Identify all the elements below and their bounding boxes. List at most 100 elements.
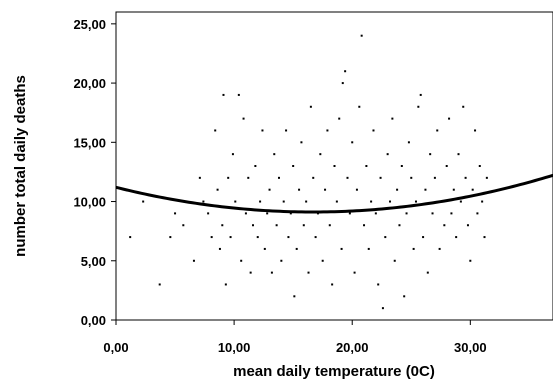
data-point <box>328 224 331 227</box>
data-point <box>417 105 420 108</box>
y-tick-label: 0,00 <box>81 313 106 328</box>
data-point <box>414 200 417 203</box>
data-point <box>261 129 264 132</box>
data-point <box>466 224 469 227</box>
data-point <box>321 259 324 262</box>
data-point <box>455 236 458 239</box>
data-point <box>445 165 448 167</box>
data-point <box>309 105 312 108</box>
data-point <box>300 141 303 144</box>
data-point <box>459 200 462 203</box>
data-point <box>285 129 288 132</box>
data-point <box>237 93 240 96</box>
data-point <box>372 129 375 132</box>
data-point <box>169 236 172 239</box>
data-point <box>312 176 315 179</box>
data-point <box>331 283 334 286</box>
data-point <box>216 188 219 191</box>
y-axis: 0,00 5,00 10,00 15,00 20,00 25,00 <box>73 17 116 328</box>
data-point <box>280 259 283 262</box>
data-point <box>471 188 474 191</box>
data-point <box>338 117 341 120</box>
data-point <box>202 200 205 203</box>
data-point <box>287 236 290 239</box>
y-tick-label: 15,00 <box>73 135 106 150</box>
y-tick-label: 5,00 <box>81 254 106 269</box>
x-tick-label: 10,00 <box>218 340 251 355</box>
data-point <box>403 295 406 298</box>
data-point <box>452 188 455 191</box>
data-point <box>326 129 329 132</box>
data-point <box>333 165 336 167</box>
data-point <box>252 224 255 227</box>
data-point <box>457 153 460 156</box>
data-point <box>295 247 298 250</box>
data-point <box>412 247 415 250</box>
data-point <box>476 212 479 215</box>
data-point <box>335 200 338 203</box>
y-axis-title: number total daily deaths <box>12 75 29 257</box>
data-point <box>244 212 247 215</box>
quadratic-fit-line <box>115 173 553 214</box>
data-point <box>389 200 392 203</box>
data-point <box>234 200 237 203</box>
data-point <box>256 236 259 239</box>
data-point <box>214 129 217 132</box>
data-point <box>268 188 271 191</box>
data-point <box>469 259 472 262</box>
data-point <box>263 247 266 250</box>
data-point <box>231 153 234 156</box>
data-point <box>307 271 310 274</box>
data-point <box>464 176 467 179</box>
data-point <box>221 224 224 227</box>
data-point <box>436 129 439 132</box>
data-point <box>192 259 195 262</box>
data-point <box>249 271 252 274</box>
data-point <box>398 224 401 227</box>
x-axis-title: mean daily temperature (0C) <box>233 363 435 380</box>
data-point <box>400 165 403 167</box>
data-point <box>277 176 280 179</box>
data-point <box>282 200 285 203</box>
data-point <box>242 117 245 120</box>
data-point <box>422 236 425 239</box>
data-point <box>222 93 225 96</box>
data-point <box>384 236 387 239</box>
data-point <box>367 247 370 250</box>
data-point <box>224 283 227 286</box>
data-point <box>275 224 278 227</box>
data-point <box>353 271 356 274</box>
y-tick-label: 20,00 <box>73 76 106 91</box>
data-point <box>207 212 210 215</box>
data-point <box>292 165 295 167</box>
data-point <box>305 200 308 203</box>
data-point <box>485 176 488 179</box>
data-point <box>324 188 327 191</box>
data-point <box>396 188 399 191</box>
data-point <box>319 153 322 156</box>
data-point <box>129 236 132 239</box>
data-point <box>273 153 276 156</box>
data-point <box>314 236 317 239</box>
data-point <box>363 224 366 227</box>
data-point <box>182 224 185 227</box>
data-point <box>374 212 377 215</box>
data-point <box>351 141 354 144</box>
data-point <box>344 70 347 73</box>
data-point <box>340 247 343 250</box>
data-point <box>419 93 422 96</box>
data-point <box>218 247 221 250</box>
data-point <box>431 212 434 215</box>
data-point <box>298 188 301 191</box>
data-point <box>259 200 262 203</box>
data-point <box>254 165 257 167</box>
data-point <box>270 271 273 274</box>
y-tick-label: 25,00 <box>73 17 106 32</box>
data-point <box>391 117 394 120</box>
data-point <box>142 200 145 203</box>
y-tick-label: 10,00 <box>73 195 106 210</box>
data-point <box>247 176 250 179</box>
data-point <box>355 188 358 191</box>
data-point <box>229 236 232 239</box>
data-point <box>426 271 429 274</box>
